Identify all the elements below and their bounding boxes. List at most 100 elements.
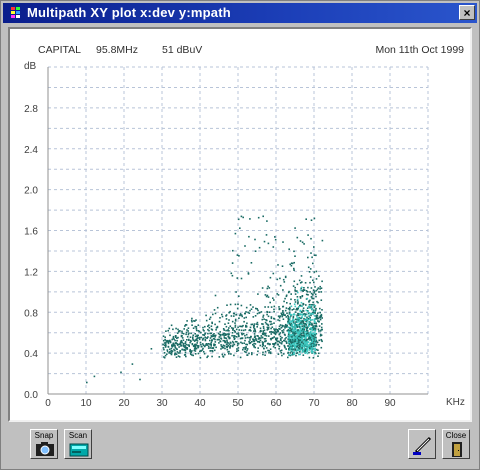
data-point xyxy=(209,316,212,319)
title-bar[interactable]: Multipath XY plot x:dev y:mpath × xyxy=(3,3,477,23)
data-point xyxy=(309,322,312,325)
data-point xyxy=(289,354,292,357)
data-point xyxy=(287,333,290,336)
data-point xyxy=(284,325,286,327)
data-point xyxy=(203,334,206,336)
data-point xyxy=(314,321,317,323)
data-point xyxy=(320,313,323,316)
data-point xyxy=(243,342,245,344)
data-point xyxy=(184,342,187,345)
data-point xyxy=(290,348,293,351)
data-point xyxy=(164,346,167,348)
data-point xyxy=(120,371,122,374)
data-point xyxy=(318,275,320,277)
data-point xyxy=(224,323,226,325)
data-point xyxy=(195,328,198,330)
data-point xyxy=(300,275,303,277)
snap-button[interactable]: Snap xyxy=(30,429,58,459)
data-point xyxy=(293,323,296,326)
data-point xyxy=(293,280,296,283)
data-point xyxy=(202,343,204,345)
data-point xyxy=(296,296,299,298)
data-point xyxy=(209,332,211,335)
data-point xyxy=(305,313,307,315)
data-point xyxy=(311,329,314,332)
data-point xyxy=(300,321,303,323)
data-point xyxy=(277,294,280,296)
data-point xyxy=(294,286,296,289)
data-point xyxy=(278,333,280,336)
data-point xyxy=(250,323,253,326)
data-point xyxy=(302,354,305,356)
edit-button[interactable] xyxy=(408,429,436,459)
data-point xyxy=(256,335,258,337)
data-point xyxy=(171,352,173,354)
data-point xyxy=(253,342,255,345)
data-point xyxy=(93,375,96,378)
data-point xyxy=(234,326,237,328)
data-point xyxy=(173,348,175,351)
data-point xyxy=(267,296,270,298)
data-point xyxy=(177,328,179,331)
data-point xyxy=(308,312,311,314)
data-point xyxy=(287,351,290,354)
data-point xyxy=(211,339,213,341)
data-point xyxy=(310,324,313,326)
data-point xyxy=(318,291,320,293)
data-point xyxy=(220,344,222,346)
data-point xyxy=(309,268,312,270)
data-point xyxy=(174,346,176,348)
data-point xyxy=(197,345,200,347)
data-point xyxy=(195,329,198,332)
data-point xyxy=(262,344,264,346)
data-point xyxy=(218,320,221,323)
data-point xyxy=(279,338,282,340)
data-point xyxy=(282,329,285,331)
data-point xyxy=(193,349,196,352)
data-point xyxy=(277,264,279,266)
data-point xyxy=(314,286,316,288)
data-point xyxy=(253,346,255,348)
data-point xyxy=(299,331,301,334)
data-point xyxy=(313,320,316,323)
close-button[interactable]: Close xyxy=(442,429,470,459)
data-point xyxy=(234,318,237,321)
data-point xyxy=(238,317,240,319)
data-point xyxy=(269,348,272,350)
data-point xyxy=(267,306,270,308)
data-point xyxy=(279,324,282,326)
x-tick-label: 10 xyxy=(80,398,92,409)
data-point xyxy=(249,337,252,339)
data-point xyxy=(202,351,205,353)
data-point xyxy=(267,324,270,327)
data-point xyxy=(287,321,290,323)
data-point xyxy=(224,347,226,350)
data-point xyxy=(304,323,307,325)
data-point xyxy=(312,301,314,304)
data-point xyxy=(236,350,238,352)
data-point xyxy=(315,352,317,355)
data-point xyxy=(277,319,279,321)
data-point xyxy=(315,314,318,317)
x-tick-label: 20 xyxy=(118,398,130,409)
data-point xyxy=(297,335,300,338)
data-point xyxy=(313,345,316,347)
close-window-button[interactable]: × xyxy=(459,5,475,20)
data-point xyxy=(306,316,308,319)
data-point xyxy=(172,337,175,339)
data-point xyxy=(300,323,302,326)
data-point xyxy=(306,352,309,355)
data-point xyxy=(187,333,190,336)
data-point xyxy=(288,346,291,349)
data-point xyxy=(234,340,237,343)
data-point xyxy=(314,341,316,344)
data-point xyxy=(244,329,247,331)
data-point xyxy=(311,344,314,346)
scan-button[interactable]: Scan xyxy=(64,429,92,459)
data-point xyxy=(256,326,258,328)
data-point xyxy=(293,328,296,330)
data-point xyxy=(178,343,180,346)
data-point xyxy=(305,326,307,329)
data-point xyxy=(191,324,193,326)
data-point xyxy=(309,343,311,346)
